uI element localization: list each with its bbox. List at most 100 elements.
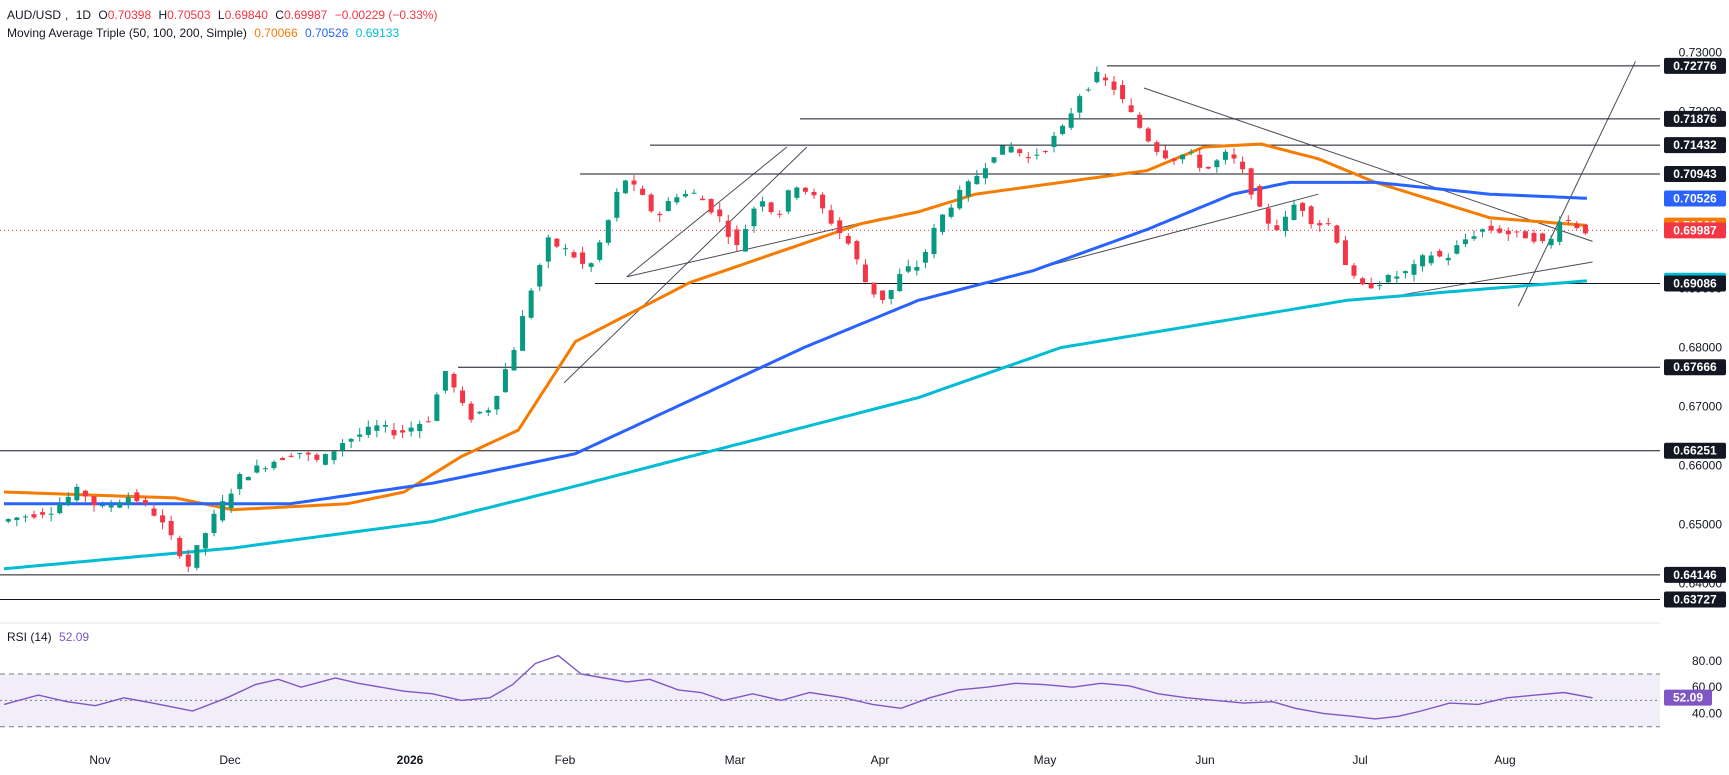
candle-up [194, 545, 200, 568]
candle-down [734, 229, 740, 246]
close-label: C [275, 8, 284, 22]
ma50-line [3, 142, 1588, 512]
candle-up [1557, 221, 1563, 242]
candle-up [888, 290, 894, 299]
rsi-legend[interactable]: RSI (14) 52.09 [7, 630, 93, 644]
candle-up [751, 208, 757, 227]
candle-down [1111, 81, 1117, 90]
candle-down [400, 430, 406, 433]
open-value: 0.70398 [107, 8, 152, 22]
ma-legend[interactable]: Moving Average Triple (50, 100, 200, Sim… [7, 26, 403, 40]
price-tick-label: 0.66000 [1679, 458, 1723, 472]
candle-down [648, 194, 654, 212]
ma50-value: 0.70066 [254, 26, 298, 40]
candle-up [1051, 135, 1057, 147]
candle-down [717, 209, 723, 217]
candle-up [117, 502, 123, 508]
candle-up [5, 519, 11, 522]
candle-up [537, 265, 543, 287]
price-tick-label: 0.73000 [1679, 46, 1723, 60]
price-label-box [1664, 442, 1726, 459]
candlesticks [5, 66, 1588, 572]
low-value: 0.69840 [224, 8, 268, 22]
time-tick-label: Feb [555, 753, 576, 767]
candle-up [1445, 257, 1451, 261]
candle-down [1162, 150, 1168, 159]
candle-down [168, 520, 174, 536]
candle-down [657, 213, 663, 216]
trendline [1517, 61, 1636, 307]
candle-up [742, 229, 748, 252]
ma-legend-label[interactable]: Moving Average Triple (50, 100, 200, Sim… [7, 26, 247, 40]
price-label-box [1664, 566, 1726, 583]
candle-down [811, 191, 817, 196]
rsi-tick-label: 80.00 [1692, 654, 1722, 668]
candle-down [580, 252, 586, 264]
candle-up [322, 454, 328, 465]
candle-down [1274, 225, 1280, 231]
candle-down [1265, 208, 1271, 224]
candle-up [434, 394, 440, 421]
price-labels: 0.727760.718760.714320.709430.705260.700… [1664, 57, 1726, 706]
rsi-legend-label[interactable]: RSI (14) [7, 630, 52, 644]
candle-up [22, 516, 28, 518]
time-tick-label: Mar [725, 753, 746, 767]
candle-down [1351, 265, 1357, 276]
candle-down [1522, 231, 1528, 239]
candle-down [1437, 250, 1443, 257]
candle-down [151, 508, 157, 516]
candle-down [1154, 142, 1160, 152]
trendlines [563, 61, 1636, 384]
high-label: H [158, 8, 168, 22]
candle-up [545, 237, 551, 262]
candle-up [1480, 229, 1486, 232]
high-value: 0.70503 [167, 8, 211, 22]
candle-down [820, 194, 826, 209]
candle-down [40, 512, 46, 515]
candle-down [160, 515, 166, 523]
candle-up [348, 438, 354, 442]
candle-down [425, 421, 431, 423]
candle-down [845, 235, 851, 244]
rsi-line [3, 654, 1593, 720]
candle-up [1222, 151, 1228, 160]
candle-up [965, 181, 971, 197]
candle-up [494, 395, 500, 410]
candle-down [1540, 233, 1546, 242]
symbol-legend[interactable]: AUD/USD, 1D O0.70398 H0.70503 L0.69840 C… [7, 8, 438, 22]
price-label-text: 0.64146 [1673, 568, 1717, 582]
candle-down [185, 554, 191, 567]
candle-up [1454, 245, 1460, 254]
candle-up [331, 451, 337, 461]
candle-down [700, 198, 706, 201]
time-axis[interactable]: Nov Dec 2026 Feb Mar Apr May Jun Jul Aug [89, 753, 1515, 767]
candle-up [340, 442, 346, 451]
candle-down [1042, 151, 1048, 153]
candle-up [905, 266, 911, 272]
price-label-text: 0.71432 [1673, 138, 1717, 152]
price-tick-label: 0.65000 [1679, 517, 1723, 531]
candle-up [922, 251, 928, 263]
candle-up [48, 513, 54, 515]
candle-up [262, 468, 268, 470]
candle-up [1214, 160, 1220, 168]
candle-up [211, 513, 217, 533]
candle-down [871, 282, 877, 295]
candle-down [1137, 114, 1143, 128]
symbol-name[interactable]: AUD/USD [7, 8, 62, 22]
ma200-line [3, 279, 1588, 571]
candle-up [417, 423, 423, 432]
candle-down [1231, 154, 1237, 159]
candle-down [91, 496, 97, 506]
candle-up [1462, 239, 1468, 245]
candle-up [622, 180, 628, 194]
price-label-box [1664, 222, 1726, 239]
candle-up [1068, 113, 1074, 128]
price-tick-label: 0.68000 [1679, 341, 1723, 355]
candle-down [1505, 230, 1511, 235]
candle-up [245, 476, 251, 481]
candle-up [948, 207, 954, 217]
candle-down [631, 180, 637, 185]
trendline [563, 146, 808, 384]
